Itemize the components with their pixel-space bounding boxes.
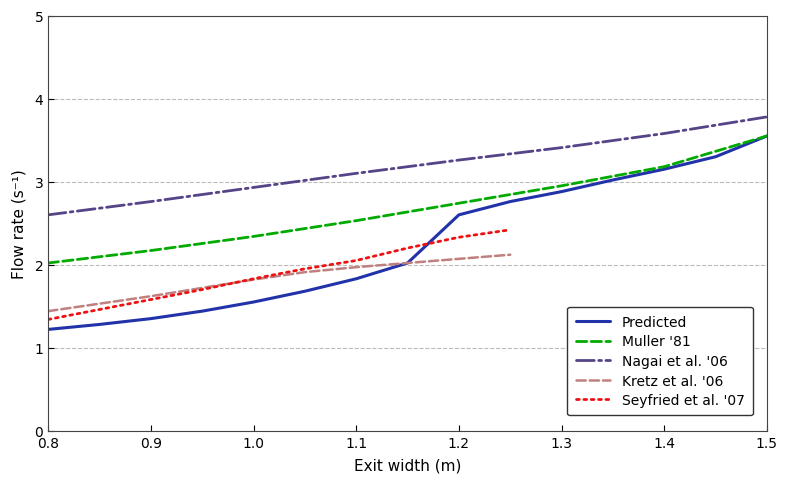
Kretz et al. '06 (506, 252, 515, 258)
Seyfried et al. '07 (351, 258, 361, 264)
Predicted (711, 154, 720, 160)
Line: Predicted: Predicted (48, 136, 767, 330)
Seyfried et al. '07 (403, 246, 413, 252)
Seyfried et al. '07 (95, 307, 104, 313)
Muller '81 (351, 218, 361, 224)
Seyfried et al. '07 (43, 317, 53, 323)
Muller '81 (557, 183, 567, 189)
Predicted (454, 212, 464, 218)
Muller '81 (660, 165, 669, 170)
Muller '81 (146, 248, 155, 254)
Predicted (249, 300, 258, 305)
X-axis label: Exit width (m): Exit width (m) (353, 458, 462, 473)
Nagai et al. '06 (557, 145, 567, 151)
Kretz et al. '06 (43, 309, 53, 315)
Line: Nagai et al. '06: Nagai et al. '06 (48, 118, 767, 215)
Muller '81 (762, 134, 772, 139)
Nagai et al. '06 (762, 115, 772, 121)
Predicted (146, 316, 155, 322)
Predicted (43, 327, 53, 333)
Line: Seyfried et al. '07: Seyfried et al. '07 (48, 230, 510, 320)
Kretz et al. '06 (403, 260, 413, 266)
Muller '81 (249, 234, 258, 240)
Legend: Predicted, Muller '81, Nagai et al. '06, Kretz et al. '06, Seyfried et al. '07: Predicted, Muller '81, Nagai et al. '06,… (567, 307, 753, 416)
Seyfried et al. '07 (300, 266, 309, 272)
Line: Muller '81: Muller '81 (48, 136, 767, 263)
Kretz et al. '06 (454, 257, 464, 262)
Predicted (95, 322, 104, 328)
Kretz et al. '06 (300, 270, 309, 275)
Predicted (351, 276, 361, 282)
Nagai et al. '06 (43, 212, 53, 218)
Kretz et al. '06 (249, 277, 258, 283)
Predicted (608, 178, 618, 183)
Kretz et al. '06 (351, 265, 361, 271)
Line: Kretz et al. '06: Kretz et al. '06 (48, 255, 510, 312)
Seyfried et al. '07 (249, 276, 258, 282)
Seyfried et al. '07 (197, 287, 207, 293)
Kretz et al. '06 (197, 286, 207, 291)
Nagai et al. '06 (454, 158, 464, 164)
Kretz et al. '06 (95, 301, 104, 307)
Seyfried et al. '07 (146, 297, 155, 303)
Muller '81 (454, 201, 464, 207)
Y-axis label: Flow rate (s⁻¹): Flow rate (s⁻¹) (11, 169, 26, 278)
Nagai et al. '06 (146, 199, 155, 205)
Predicted (300, 289, 309, 295)
Predicted (506, 199, 515, 205)
Seyfried et al. '07 (454, 235, 464, 241)
Nagai et al. '06 (249, 185, 258, 191)
Predicted (403, 260, 413, 266)
Predicted (762, 134, 772, 139)
Kretz et al. '06 (146, 294, 155, 300)
Seyfried et al. '07 (506, 227, 515, 233)
Nagai et al. '06 (351, 171, 361, 177)
Nagai et al. '06 (660, 131, 669, 137)
Predicted (557, 189, 567, 195)
Predicted (660, 167, 669, 173)
Predicted (197, 309, 207, 315)
Muller '81 (43, 260, 53, 266)
